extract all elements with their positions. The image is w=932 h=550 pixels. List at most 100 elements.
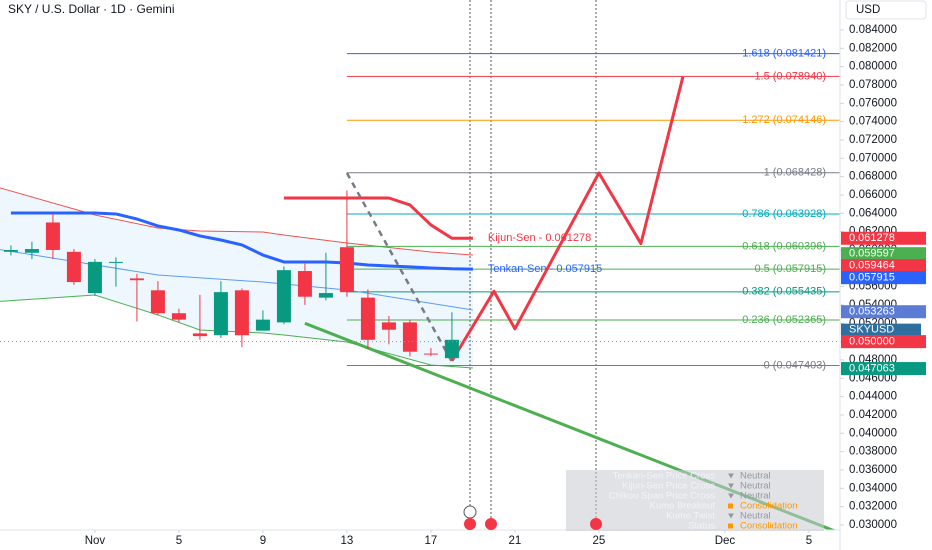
overlay-line — [10, 211, 473, 271]
y-tick-label: 0.066000 — [849, 189, 897, 201]
y-tick-label: 0.064000 — [849, 207, 897, 219]
price-tag-label: 0.047063 — [849, 362, 895, 374]
y-tick-label: 0.068000 — [849, 171, 897, 183]
y-tick-label: 0.032000 — [849, 501, 897, 513]
fib-label: 1.272 (0.074146) — [742, 114, 826, 126]
event-icons — [463, 505, 602, 530]
candle-body — [3, 249, 18, 252]
x-tick-label: Dec — [715, 535, 736, 547]
fib-label: 0.786 (0.063928) — [742, 208, 826, 220]
price-tag-label: 0.050000 — [849, 336, 895, 348]
price-tag — [841, 305, 926, 319]
fib-label: 0 (0.047403) — [764, 359, 826, 371]
y-tick-label: 0.040000 — [849, 427, 897, 439]
status-name: Kumo Breakout — [650, 501, 716, 512]
overlay-label: Kijun-Sen - 0.061278 — [488, 232, 591, 244]
status-value: Consolidation — [740, 521, 798, 532]
candle-body — [171, 313, 186, 320]
cloud-line — [0, 187, 473, 256]
price-tag — [841, 231, 926, 245]
fib-label: 1 (0.068428) — [764, 167, 826, 179]
x-tick-label: 25 — [593, 535, 606, 547]
y-tick-label: 0.082000 — [849, 42, 897, 54]
x-tick-label: 9 — [260, 535, 266, 547]
y-tick-label: 0.074000 — [849, 116, 897, 128]
x-tick-label: 5 — [806, 535, 812, 547]
cloud-line — [0, 294, 473, 369]
status-name: Chikou Span Price Cross — [609, 491, 715, 502]
candle-body — [192, 333, 207, 337]
price-tag — [841, 271, 926, 285]
status-icon — [728, 473, 734, 479]
event-icon[interactable] — [590, 518, 602, 530]
fib-label: 0.618 (0.060396) — [742, 240, 826, 252]
candle-body — [213, 292, 228, 336]
candle-body — [402, 322, 417, 352]
y-tick-label: 0.070000 — [849, 152, 897, 164]
y-tick-label: 0.030000 — [849, 519, 897, 531]
event-icon[interactable] — [464, 518, 476, 530]
candle-body — [297, 271, 312, 297]
price-tag-label: 0.053263 — [849, 306, 895, 318]
y-tick-label: 0.034000 — [849, 482, 897, 494]
y-tick-label: 0.076000 — [849, 97, 897, 109]
candle-body — [318, 293, 333, 298]
fib-label: 1.5 (0.078940) — [754, 70, 826, 82]
currency-button[interactable] — [845, 0, 927, 20]
status-icon — [728, 503, 733, 509]
candle-body — [24, 249, 39, 253]
status-name: Status — [688, 521, 715, 532]
status-name: Kumo Twist — [666, 511, 715, 522]
y-tick-label: 0.044000 — [849, 391, 897, 403]
candle-body — [45, 222, 60, 250]
candle-body — [129, 278, 144, 281]
symbol-tag — [841, 323, 921, 336]
candle-body — [360, 297, 375, 340]
candle-body — [276, 270, 291, 323]
candle-body — [339, 247, 354, 293]
fib-label: 1.618 (0.081421) — [742, 48, 826, 60]
status-background — [566, 470, 824, 531]
price-tag — [841, 362, 926, 376]
status-value: Neutral — [740, 491, 771, 502]
y-tick-label: 0.080000 — [849, 61, 897, 73]
x-tick-label: 5 — [176, 535, 182, 547]
event-icon[interactable] — [463, 505, 477, 519]
y-tick-label: 0.036000 — [849, 464, 897, 476]
overlay-label: Tenkan-Sen - 0.057915 — [488, 263, 602, 275]
status-name: Tenkan-Sen Price Cross — [613, 471, 716, 482]
fib-label: 0.5 (0.057915) — [754, 263, 826, 275]
candle-body — [234, 290, 249, 336]
event-icon[interactable] — [485, 518, 497, 530]
y-tick-label: 0.072000 — [849, 134, 897, 146]
status-icon — [728, 483, 734, 489]
x-tick-label: 17 — [425, 535, 438, 547]
candle-body — [108, 261, 123, 263]
candle-body — [87, 261, 102, 294]
y-tick-label: 0.046000 — [849, 372, 897, 384]
status-value: Neutral — [740, 481, 771, 492]
plot-area: 1.618 (0.081421) 1.5 (0.078940) 1.272 (0.0… — [0, 0, 840, 530]
y-tick-label: 0.038000 — [849, 446, 897, 458]
status-name: Kijun-Sen Price Cross — [622, 481, 715, 492]
status-value: Neutral — [740, 471, 771, 482]
fib-label: 0.382 (0.055435) — [742, 286, 826, 298]
symbol-tag-label: SKYUSD — [849, 324, 894, 336]
status-icon — [728, 523, 733, 529]
price-tag-label: 0.059464 — [849, 260, 895, 272]
cloud-fill — [0, 187, 473, 368]
price-tag — [841, 247, 926, 261]
chart-title: SKY / U.S. Dollar · 1D · Gemini — [8, 2, 175, 16]
overlay-line — [345, 172, 454, 363]
price-tag — [841, 259, 926, 273]
price-tag — [841, 335, 926, 349]
status-icon — [728, 513, 734, 519]
x-tick-label: 13 — [341, 535, 354, 547]
candle-body — [255, 319, 270, 331]
currency-label[interactable]: USD — [856, 4, 880, 16]
status-icon — [728, 493, 734, 499]
y-tick-label: 0.084000 — [849, 24, 897, 36]
status-value: Consolidation — [740, 501, 798, 512]
candle-body — [381, 322, 396, 330]
